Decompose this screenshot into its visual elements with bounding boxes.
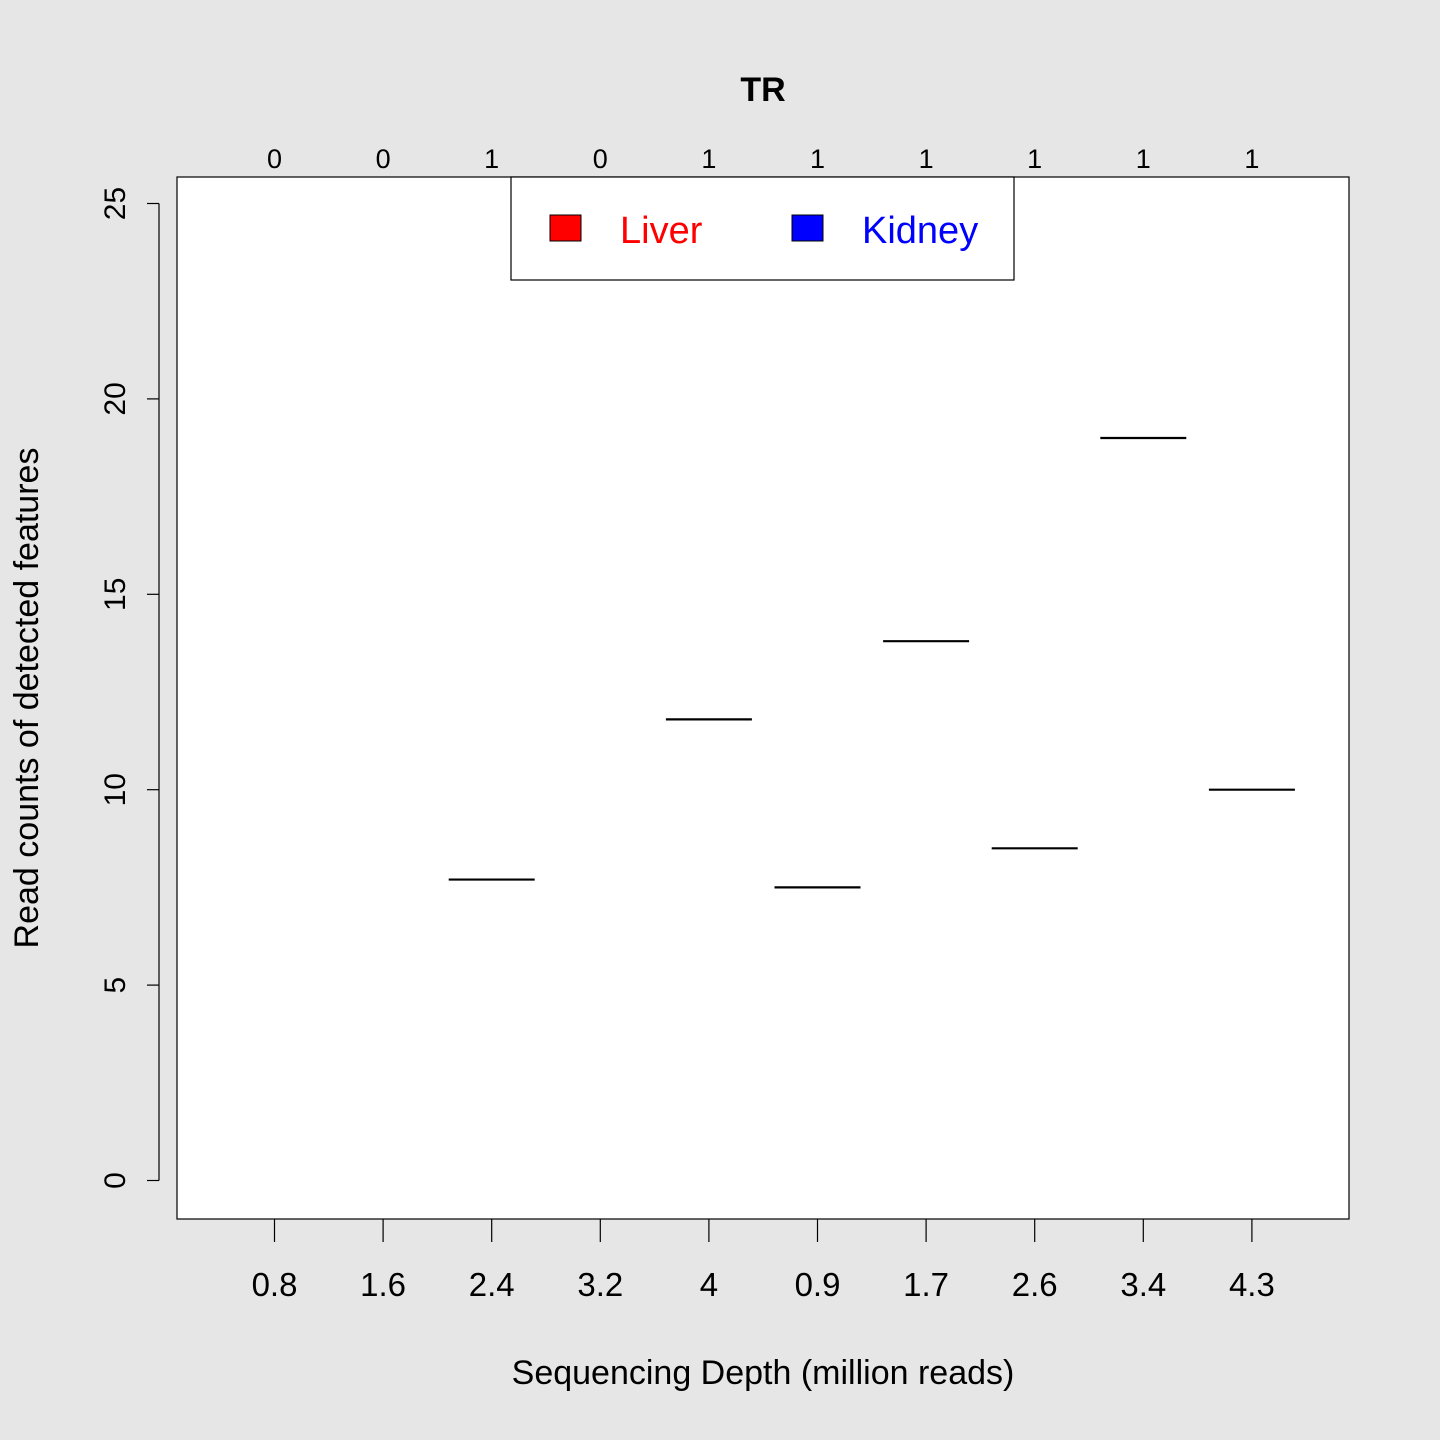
x-tick-label: 1.6 [360,1266,406,1303]
x-tick-label: 0.8 [252,1266,298,1303]
x-tick-label: 4.3 [1229,1266,1275,1303]
y-tick-label: 20 [99,382,132,415]
plot-area [176,176,1350,1220]
top-label: 1 [1027,144,1042,174]
x-tick-label: 3.4 [1120,1266,1166,1303]
legend-box [510,176,1015,281]
x-tick-label: 3.2 [577,1266,623,1303]
x-tick-label: 0.9 [795,1266,841,1303]
x-tick-label: 1.7 [903,1266,949,1303]
legend-swatch [791,214,824,242]
x-tick-label: 2.6 [1012,1266,1058,1303]
top-label: 0 [593,144,608,174]
legend-label: Liver [620,210,703,252]
x-tick-label: 4 [700,1266,718,1303]
chart-title: TR [740,71,785,109]
top-label: 1 [701,144,716,174]
top-axis: 0 0 1 0 1 1 1 1 1 1 [267,144,1259,174]
legend: Liver Kidney [510,176,1015,281]
top-label: 0 [267,144,282,174]
y-axis-label: Read counts of detected features [8,448,46,949]
top-label: 1 [484,144,499,174]
legend-swatch [549,214,582,242]
legend-label: Kidney [862,210,978,252]
y-tick-label: 25 [99,187,132,220]
x-axis: 0.8 1.6 2.4 3.2 4 0.9 1.7 2.6 3.4 4.3 [252,1219,1275,1303]
top-label: 1 [919,144,934,174]
y-tick-label: 15 [99,578,132,611]
top-label: 1 [810,144,825,174]
y-tick-label: 10 [99,773,132,806]
y-tick-label: 5 [99,977,132,994]
y-tick-label: 0 [99,1172,132,1189]
top-label: 1 [1136,144,1151,174]
data-marks [448,436,1295,889]
y-axis: 0 5 10 15 20 25 [99,187,160,1189]
top-label: 1 [1244,144,1259,174]
top-label: 0 [376,144,391,174]
x-axis-label: Sequencing Depth (million reads) [512,1354,1015,1392]
x-tick-label: 2.4 [469,1266,515,1303]
